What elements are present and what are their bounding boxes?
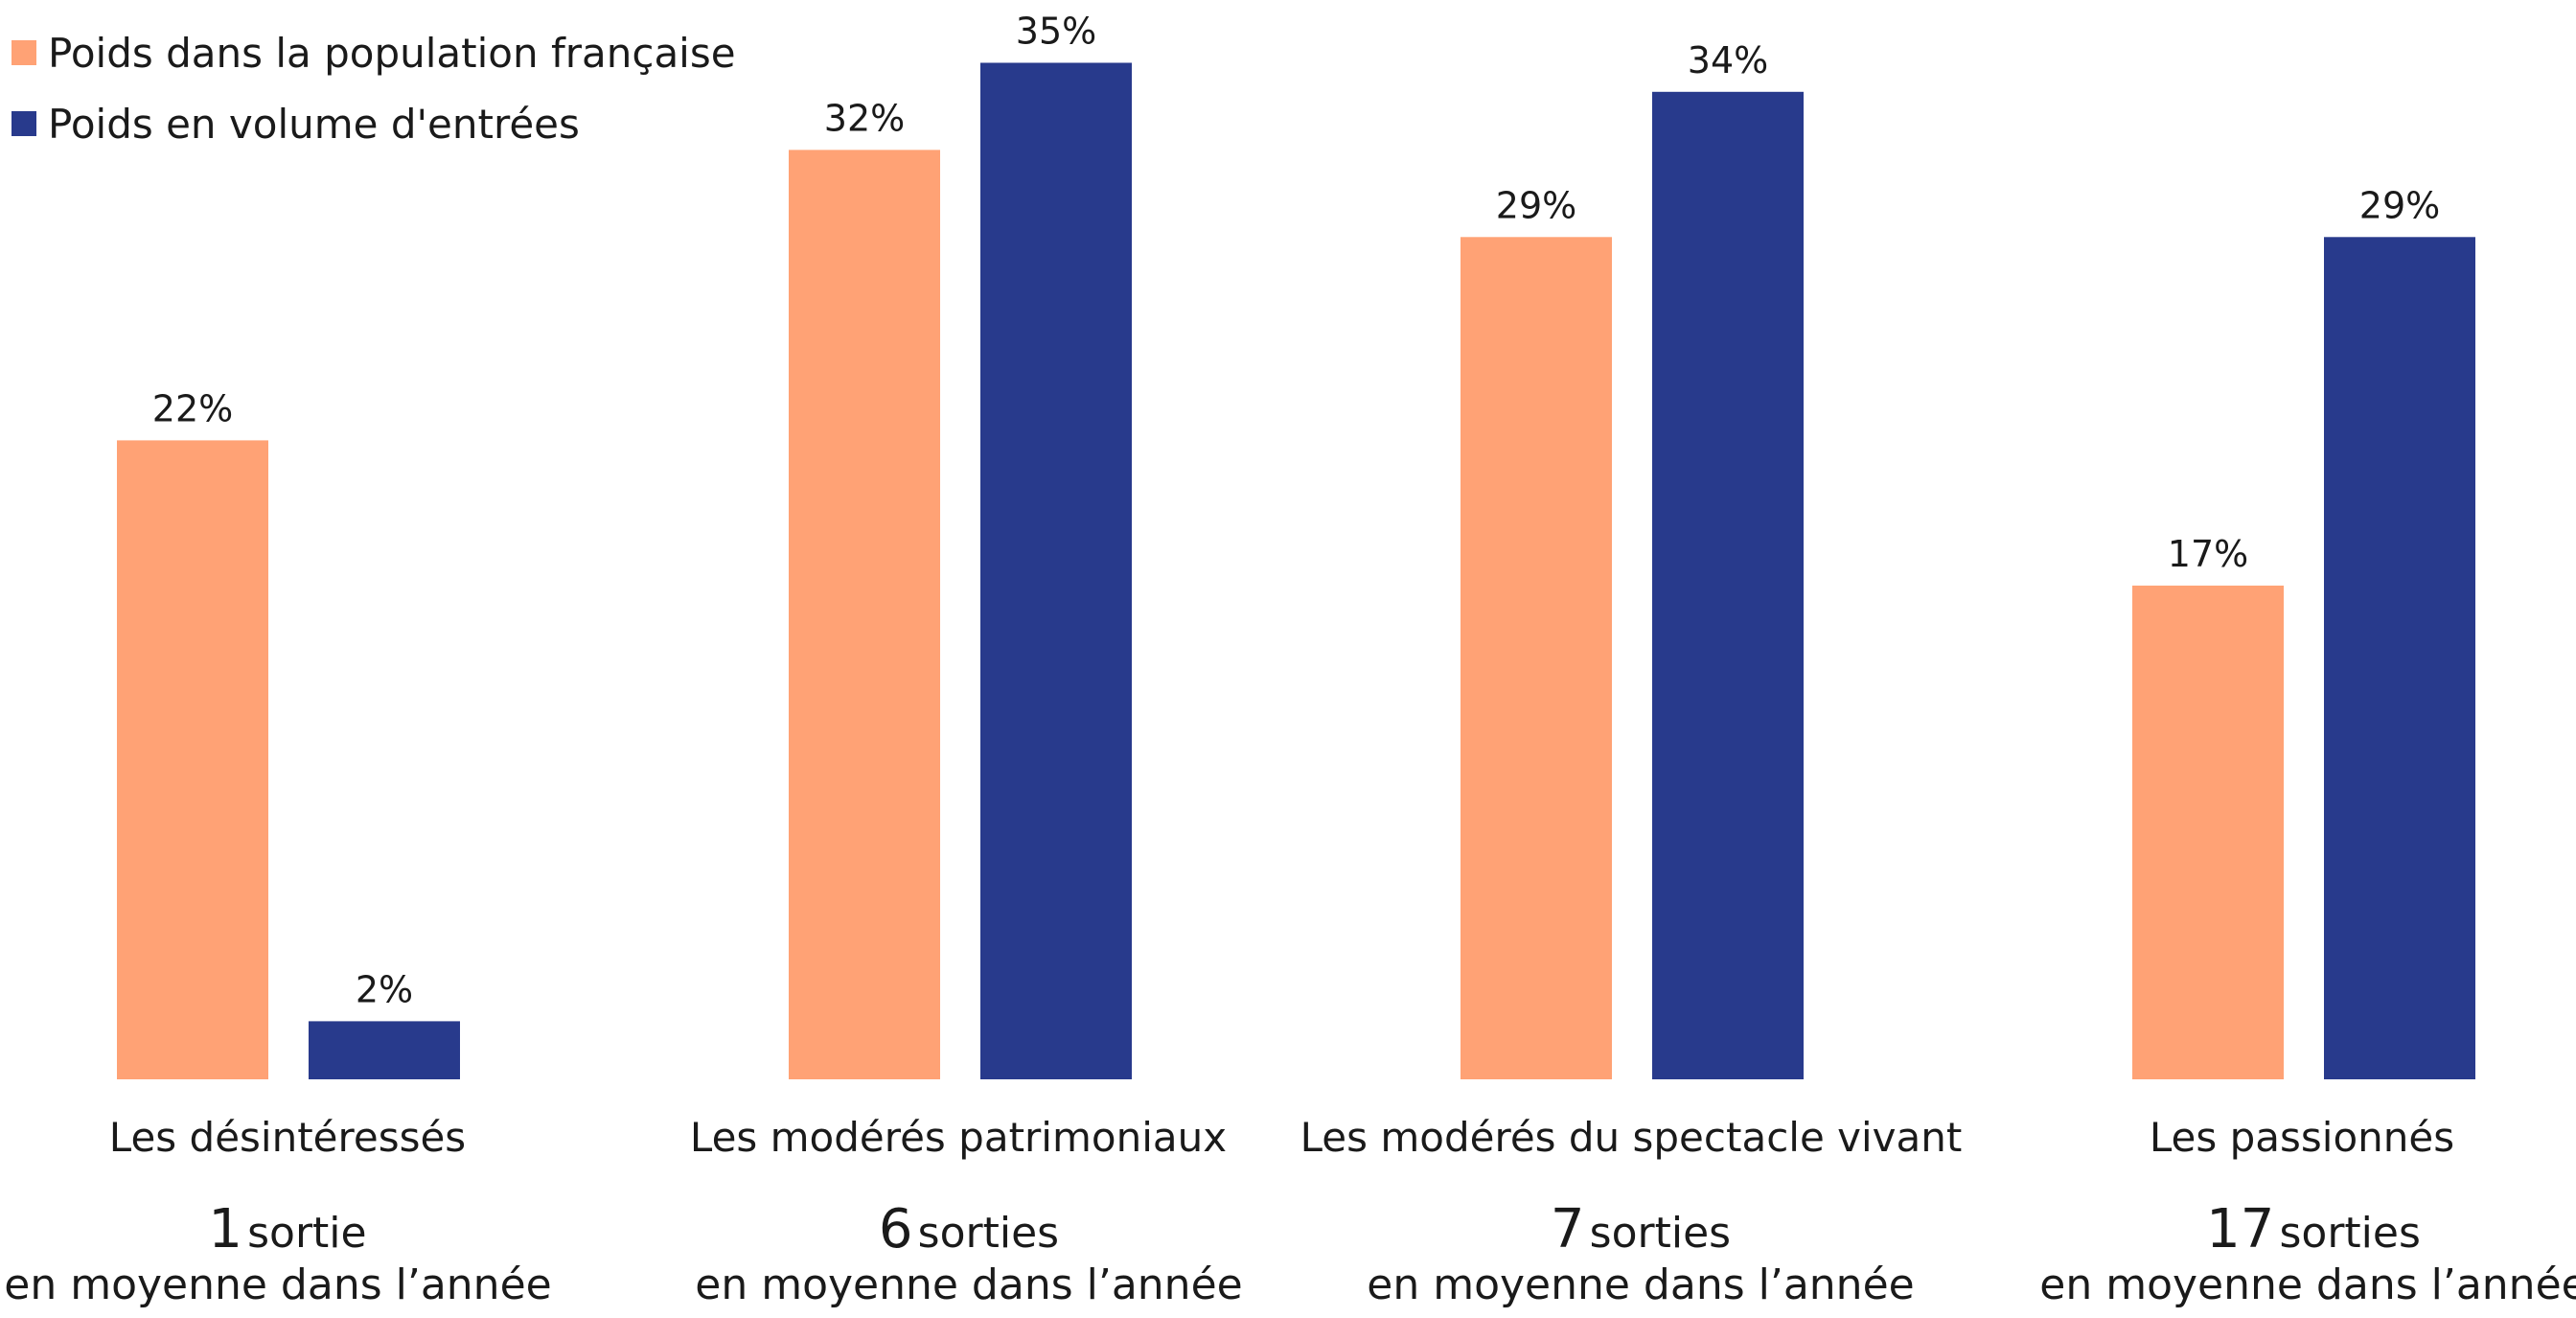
frequency-unit: sorties [2279,1209,2421,1258]
bar-les-passionnes-series-1 [2132,585,2284,1079]
bar-les-moderes-du-spectacle-vivant-series-2 [1652,91,1804,1079]
frequency-moderes-patrimoniaux: 6 sorties [605,1198,1333,1260]
data-label-les-moderes-du-spectacle-vivant-series-1: 29% [1496,184,1576,226]
data-label-les-passionnes-series-1: 17% [2168,533,2248,575]
bar-les-moderes-patrimoniaux-series-2 [980,62,1132,1079]
bar-les-moderes-patrimoniaux-series-1 [789,150,940,1079]
legend-item-population: Poids dans la population française [12,17,736,88]
frequency-unit: sorties [1589,1209,1732,1258]
frequency-subtitle-moderes-spectacle: en moyenne dans l’année [1367,1260,1915,1309]
category-label-moderes-spectacle: Les modérés du spectacle vivant [1300,1114,1963,1161]
legend-swatch-entrees [12,111,36,136]
legend-label-entrees: Poids en volume d'entrées [48,100,580,148]
frequency-count: 1 [208,1198,243,1260]
frequency-subtitle-moderes-patrimoniaux: en moyenne dans l’année [695,1260,1243,1309]
legend-label-population: Poids dans la population française [48,29,736,77]
data-label-les-moderes-patrimoniaux-series-1: 32% [824,97,905,139]
frequency-subtitle-desinteresses: en moyenne dans l’année [4,1260,552,1309]
legend-swatch-population [12,40,36,65]
data-label-les-passionnes-series-2: 29% [2359,184,2440,226]
bar-les-desinteresses-series-2 [309,1021,460,1079]
category-label-desinteresses: Les désintéressés [108,1114,467,1161]
frequency-subtitle-passionnes: en moyenne dans l’année [2039,1260,2576,1309]
frequency-moderes-spectacle: 7 sorties [1276,1198,2005,1260]
legend-item-entrees: Poids en volume d'entrées [12,88,736,159]
frequency-count: 6 [878,1198,913,1260]
frequency-unit: sortie [247,1209,367,1258]
data-label-les-moderes-du-spectacle-vivant-series-2: 34% [1688,39,1768,81]
frequency-count: 7 [1550,1198,1585,1260]
data-label-les-moderes-patrimoniaux-series-2: 35% [1016,11,1096,53]
frequency-count: 17 [2206,1198,2275,1260]
bar-les-desinteresses-series-1 [117,440,268,1079]
category-label-passionnes: Les passionnés [2149,1114,2455,1161]
frequency-desinteresses: 1 sortie [0,1198,652,1260]
data-label-les-desinteresses-series-1: 22% [152,387,233,429]
frequency-passionnes: 17 sorties [1949,1198,2576,1260]
data-label-les-desinteresses-series-2: 2% [356,968,413,1010]
bar-les-moderes-du-spectacle-vivant-series-1 [1460,237,1612,1080]
legend: Poids dans la population française Poids… [12,17,736,159]
frequency-unit: sorties [917,1209,1060,1258]
category-label-moderes-patrimoniaux: Les modérés patrimoniaux [689,1114,1228,1161]
bar-les-passionnes-series-2 [2324,237,2475,1080]
